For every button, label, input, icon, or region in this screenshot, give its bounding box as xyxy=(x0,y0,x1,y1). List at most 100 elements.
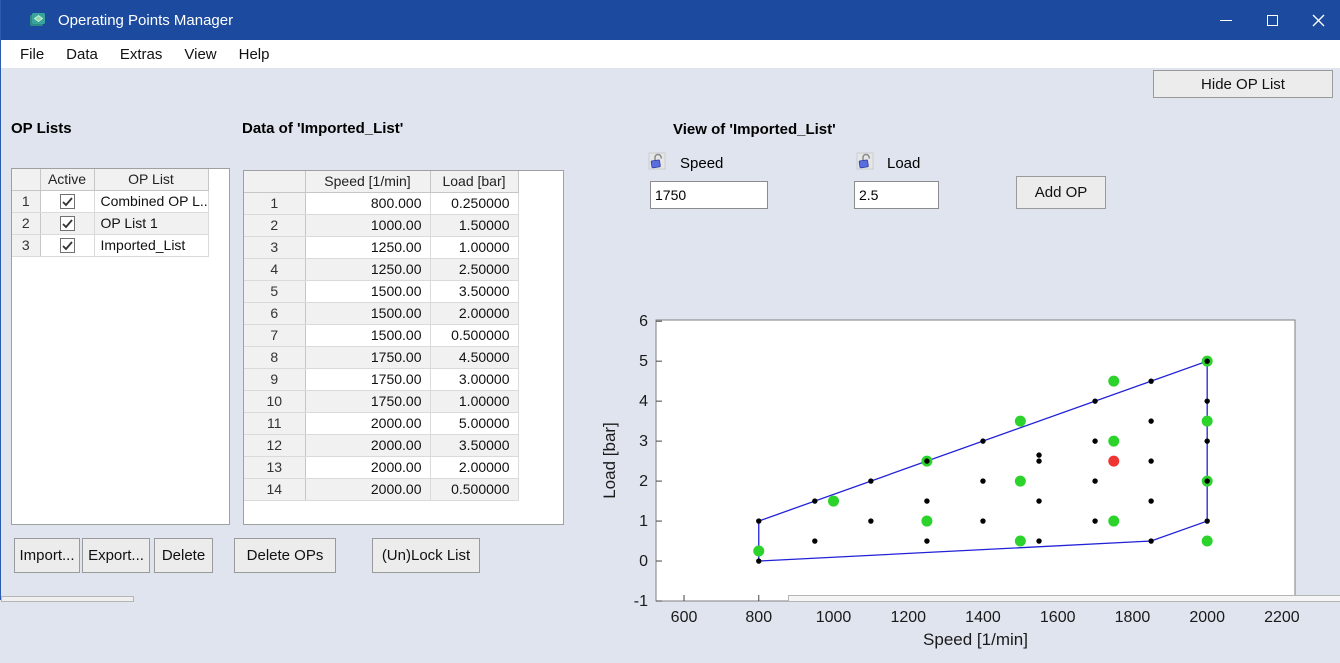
data-row[interactable]: 5 1500.00 3.50000 xyxy=(244,280,519,303)
data-row[interactable]: 10 1750.00 1.00000 xyxy=(244,390,519,413)
other-op-points xyxy=(756,518,762,524)
op-list-row[interactable]: 3 Imported_List xyxy=(12,234,209,257)
add-op-button[interactable]: Add OP xyxy=(1016,176,1106,209)
data-row[interactable]: 3 1250.00 1.00000 xyxy=(244,236,519,259)
data-row[interactable]: 12 2000.00 3.50000 xyxy=(244,434,519,457)
speed-cell[interactable]: 800.000 xyxy=(305,192,431,215)
other-op-points xyxy=(868,518,874,524)
active-checkbox[interactable] xyxy=(59,216,75,232)
op-list-row[interactable]: 2 OP List 1 xyxy=(12,212,209,235)
row-number: 3 xyxy=(12,234,41,257)
menu-view[interactable]: View xyxy=(184,45,217,63)
op-chart[interactable]: 600 800 1000 1200 1400 1600 1800 2000 2200 -1 0 1 2 3… xyxy=(601,308,1340,663)
load-cell[interactable]: 5.00000 xyxy=(430,412,519,435)
imported-list-points xyxy=(1108,375,1120,387)
speed-cell[interactable]: 2000.00 xyxy=(305,412,431,435)
op-lists-body: 1 Combined OP L... 2 OP List 1 3 Imported_Lis… xyxy=(12,190,209,257)
export-button[interactable]: Export... xyxy=(82,538,150,573)
delete-ops-button[interactable]: Delete OPs xyxy=(234,538,336,573)
data-row[interactable]: 11 2000.00 5.00000 xyxy=(244,412,519,435)
speed-cell[interactable]: 1250.00 xyxy=(305,236,431,259)
speed-cell[interactable]: 1750.00 xyxy=(305,368,431,391)
x-tick-label: 1200 xyxy=(890,609,926,626)
active-checkbox[interactable] xyxy=(59,194,75,210)
load-lock-icon[interactable] xyxy=(856,152,874,170)
op-lists-table[interactable]: Active OP List 1 Combined OP L... 2 OP List… xyxy=(11,168,230,525)
row-number: 3 xyxy=(244,236,306,259)
speed-cell[interactable]: 2000.00 xyxy=(305,434,431,457)
menu-file[interactable]: File xyxy=(20,45,45,63)
speed-cell[interactable]: 1000.00 xyxy=(305,214,431,237)
close-button[interactable] xyxy=(1295,0,1340,40)
other-op-points xyxy=(1148,498,1154,504)
load-cell[interactable]: 0.250000 xyxy=(430,192,519,215)
data-row[interactable]: 4 1250.00 2.50000 xyxy=(244,258,519,281)
row-number: 2 xyxy=(244,214,306,237)
speed-cell[interactable]: 1750.00 xyxy=(305,346,431,369)
other-op-points xyxy=(1092,398,1098,404)
menu-help[interactable]: Help xyxy=(238,45,270,63)
active-checkbox[interactable] xyxy=(59,238,75,254)
maximize-button[interactable] xyxy=(1249,0,1295,40)
x-tick-label: 1000 xyxy=(816,609,852,626)
load-cell[interactable]: 1.00000 xyxy=(430,390,519,413)
row-number: 10 xyxy=(244,390,306,413)
load-cell[interactable]: 1.50000 xyxy=(430,214,519,237)
speed-cell[interactable]: 2000.00 xyxy=(305,478,431,501)
row-number: 4 xyxy=(244,258,306,281)
load-cell[interactable]: 0.500000 xyxy=(430,324,519,347)
other-op-points xyxy=(1148,458,1154,464)
load-cell[interactable]: 0.500000 xyxy=(430,478,519,501)
y-tick-label: 5 xyxy=(639,353,648,370)
data-row[interactable]: 7 1500.00 0.500000 xyxy=(244,324,519,347)
load-cell[interactable]: 3.00000 xyxy=(430,368,519,391)
other-op-points xyxy=(1148,418,1154,424)
load-cell[interactable]: 3.50000 xyxy=(430,434,519,457)
data-row[interactable]: 1 800.000 0.250000 xyxy=(244,192,519,215)
delete-list-button[interactable]: Delete xyxy=(154,538,213,573)
op-data-table[interactable]: Speed [1/min] Load [bar] 1 800.000 0.25000… xyxy=(243,170,564,525)
import-button[interactable]: Import... xyxy=(14,538,80,573)
data-row[interactable]: 9 1750.00 3.00000 xyxy=(244,368,519,391)
speed-cell[interactable]: 1500.00 xyxy=(305,302,431,325)
load-field-label: Load xyxy=(887,155,921,172)
load-cell[interactable]: 2.50000 xyxy=(430,258,519,281)
active-cell[interactable] xyxy=(40,212,95,235)
load-cell[interactable]: 4.50000 xyxy=(430,346,519,369)
speed-cell[interactable]: 1500.00 xyxy=(305,280,431,303)
op-list-name[interactable]: Combined OP L... xyxy=(94,190,209,213)
op-list-name[interactable]: OP List 1 xyxy=(94,212,209,235)
load-input[interactable] xyxy=(854,181,939,209)
speed-cell[interactable]: 1750.00 xyxy=(305,390,431,413)
load-cell[interactable]: 1.00000 xyxy=(430,236,519,259)
speed-lock-icon[interactable] xyxy=(648,152,666,170)
data-row[interactable]: 14 2000.00 0.500000 xyxy=(244,478,519,501)
data-row[interactable]: 13 2000.00 2.00000 xyxy=(244,456,519,479)
menu-data[interactable]: Data xyxy=(66,45,98,63)
active-cell[interactable] xyxy=(40,190,95,213)
unlock-list-button[interactable]: (Un)Lock List xyxy=(372,538,480,573)
y-tick-label: 2 xyxy=(639,473,648,490)
op-list-row[interactable]: 1 Combined OP L... xyxy=(12,190,209,213)
hide-op-list-button[interactable]: Hide OP List xyxy=(1153,70,1333,98)
load-cell[interactable]: 3.50000 xyxy=(430,280,519,303)
row-number: 8 xyxy=(244,346,306,369)
load-cell[interactable]: 2.00000 xyxy=(430,456,519,479)
speed-cell[interactable]: 2000.00 xyxy=(305,456,431,479)
minimize-button[interactable] xyxy=(1203,0,1249,40)
load-cell[interactable]: 2.00000 xyxy=(430,302,519,325)
other-op-points xyxy=(980,438,986,444)
row-number: 11 xyxy=(244,412,306,435)
op-list-name[interactable]: Imported_List xyxy=(94,234,209,257)
imported-list-points xyxy=(1108,515,1120,527)
data-row[interactable]: 2 1000.00 1.50000 xyxy=(244,214,519,237)
data-row[interactable]: 6 1500.00 2.00000 xyxy=(244,302,519,325)
menu-extras[interactable]: Extras xyxy=(119,45,163,63)
speed-cell[interactable]: 1250.00 xyxy=(305,258,431,281)
data-row[interactable]: 8 1750.00 4.50000 xyxy=(244,346,519,369)
speed-input[interactable] xyxy=(650,181,768,209)
speed-cell[interactable]: 1500.00 xyxy=(305,324,431,347)
op-lists-col-active: Active xyxy=(40,169,95,191)
row-number: 1 xyxy=(12,190,41,213)
active-cell[interactable] xyxy=(40,234,95,257)
